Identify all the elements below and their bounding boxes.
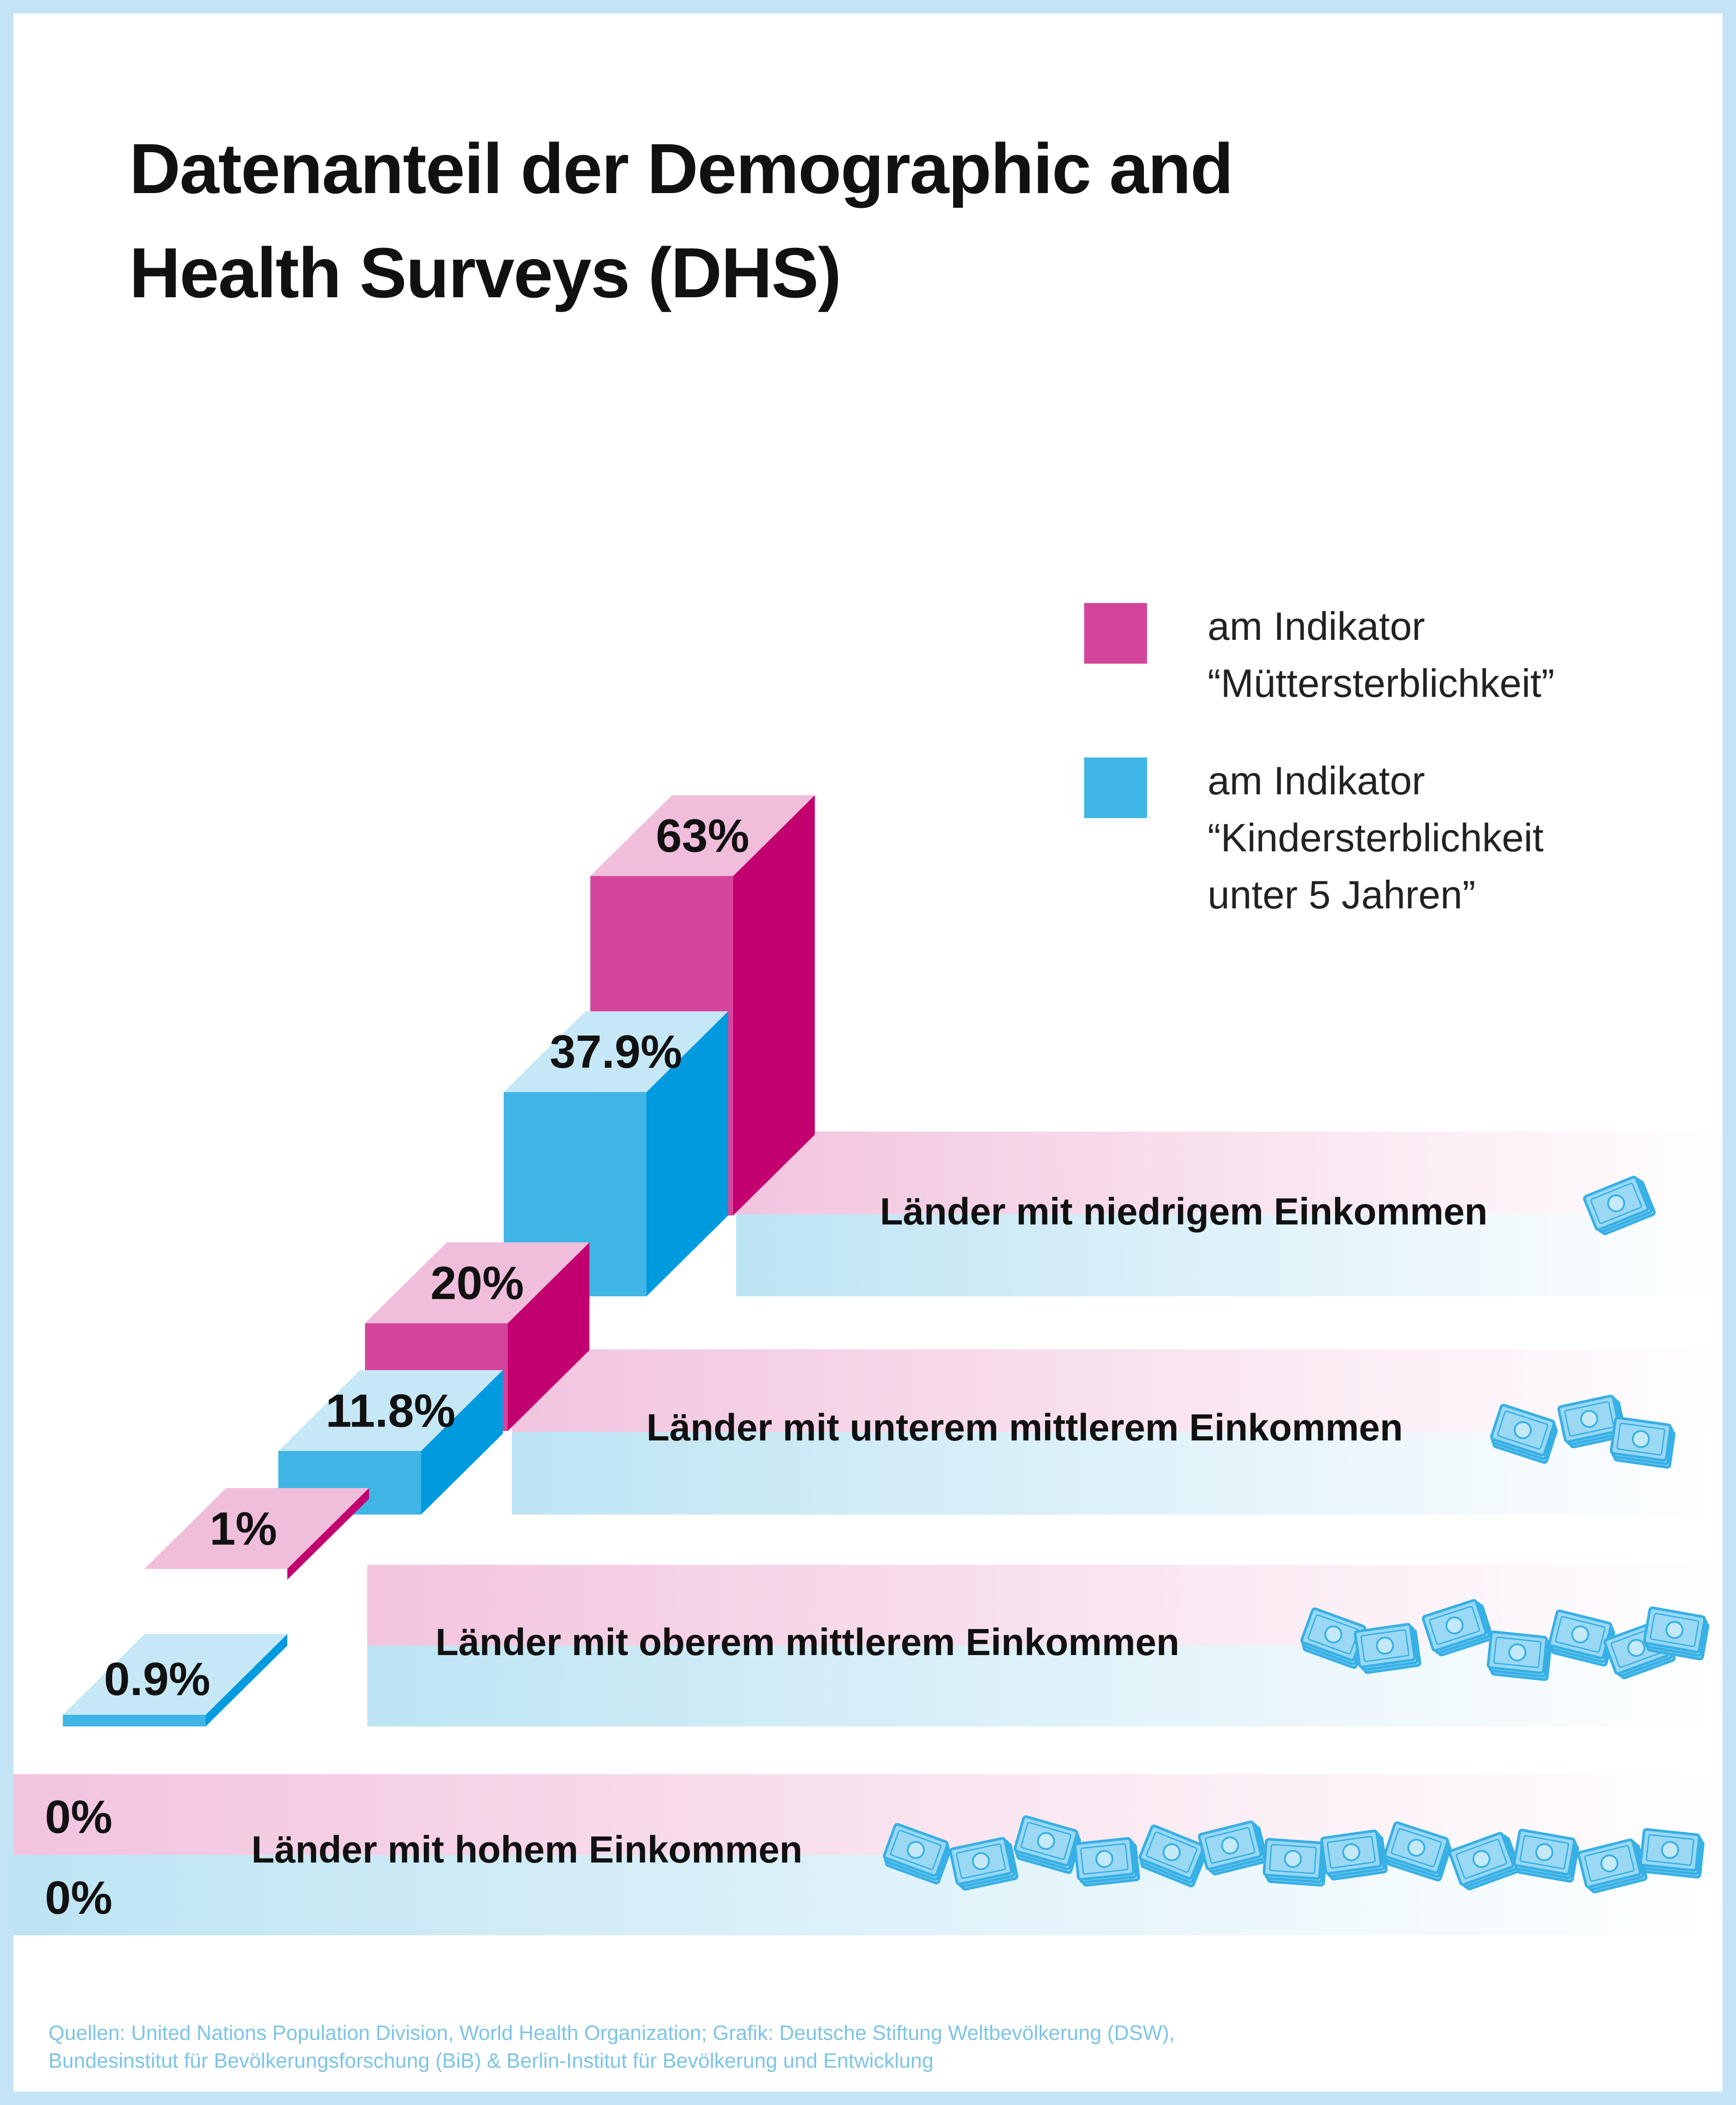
source-note: Quellen: United Nations Population Divis… xyxy=(48,2019,1710,2074)
value-label-pink-2: 20% xyxy=(431,1257,524,1309)
bar-pink-2-side xyxy=(508,1242,589,1431)
legend-label-child-line-3: unter 5 Jahren” xyxy=(1208,872,1476,917)
band-pink-1 xyxy=(736,1132,1723,1214)
value-label-blue-4: 0% xyxy=(45,1872,112,1924)
category-label-3: Länder mit oberem mittlerem Einkommen xyxy=(435,1621,1179,1663)
legend-label-child-line-2: “Kindersterblichkeit xyxy=(1208,815,1544,860)
category-label-4: Länder mit hohem Einkommen xyxy=(251,1828,803,1871)
money-icon-3-4 xyxy=(1487,1632,1551,1680)
bar-blue-3-top xyxy=(63,1634,287,1715)
band-blue-1 xyxy=(736,1214,1723,1296)
legend-label-child-line-1: am Indikator xyxy=(1208,758,1425,803)
money-bill-3 xyxy=(1355,1624,1415,1667)
source-line-2: Bundesinstitut für Bevölkerungsforschung… xyxy=(48,2049,934,2072)
money-icon-4-8 xyxy=(1321,1830,1387,1880)
money-icon-3-2 xyxy=(1355,1623,1420,1673)
legend-swatch-pink xyxy=(1084,603,1147,664)
bar-pink-1-side xyxy=(733,795,815,1215)
money-bill-3 xyxy=(1640,1829,1700,1871)
money-bill-3 xyxy=(1644,1607,1705,1652)
money-bill-3 xyxy=(1488,1632,1547,1673)
bar-blue-1-side xyxy=(646,1011,728,1296)
money-bill-3 xyxy=(1075,1838,1134,1880)
legend-label-child: am Indikator “Kindersterblichkeit unter … xyxy=(1208,752,1657,923)
money-bill-3 xyxy=(1611,1418,1671,1461)
value-label-pink-1: 63% xyxy=(656,810,749,862)
bar-pink-2-top xyxy=(365,1242,589,1323)
bar-pink-3-slab xyxy=(145,1488,369,1569)
bar-blue-3-side xyxy=(206,1634,287,1726)
value-label-pink-4: 0% xyxy=(45,1791,112,1843)
legend-label-maternal: am Indikator “Müttersterblichkeit” xyxy=(1208,598,1657,712)
chart-title: Datenanteil der Demographic and Health S… xyxy=(129,117,1611,325)
money-icon-2-3 xyxy=(1610,1418,1675,1468)
money-icon-3-7 xyxy=(1643,1607,1710,1660)
chart-title-line-1: Datenanteil der Demographic and xyxy=(129,129,1234,208)
money-icon-4-7 xyxy=(1263,1839,1326,1885)
money-bill-3 xyxy=(1321,1831,1381,1874)
bar-blue-2-top xyxy=(278,1370,503,1451)
bar-blue-1-top xyxy=(504,1011,728,1092)
money-bill-3 xyxy=(1264,1839,1322,1879)
value-label-blue-2: 11.8% xyxy=(325,1385,455,1437)
chart-title-line-2: Health Surveys (DHS) xyxy=(129,233,841,313)
legend-swatch-blue xyxy=(1084,757,1147,818)
chart-canvas: Länder mit niedrigem Einkommen Länder mit… xyxy=(13,795,1723,1935)
category-label-2: Länder mit unterem mittlerem Einkommen xyxy=(646,1406,1403,1449)
money-icon-4-11 xyxy=(1513,1830,1579,1882)
value-label-blue-3: 0.9% xyxy=(104,1653,210,1705)
bar-pink-3-edge xyxy=(287,1488,369,1580)
bar-pink-1-top xyxy=(590,795,815,876)
bar-blue-3-front xyxy=(63,1715,206,1726)
bar-blue-3 xyxy=(63,1634,287,1726)
source-line-1: Quellen: United Nations Population Divis… xyxy=(48,2021,1175,2044)
money-icon-4-4 xyxy=(1075,1838,1139,1886)
value-label-blue-1: 37.9% xyxy=(550,1026,682,1078)
legend-label-maternal-line-2: “Müttersterblichkeit” xyxy=(1208,661,1555,705)
category-label-1: Länder mit niedrigem Einkommen xyxy=(880,1190,1488,1233)
bar-blue-2-side xyxy=(421,1370,503,1515)
money-bill-3 xyxy=(1514,1830,1575,1875)
money-icon-4-13 xyxy=(1640,1829,1704,1877)
value-label-pink-3: 1% xyxy=(210,1503,277,1555)
legend-label-maternal-line-1: am Indikator xyxy=(1208,604,1425,648)
